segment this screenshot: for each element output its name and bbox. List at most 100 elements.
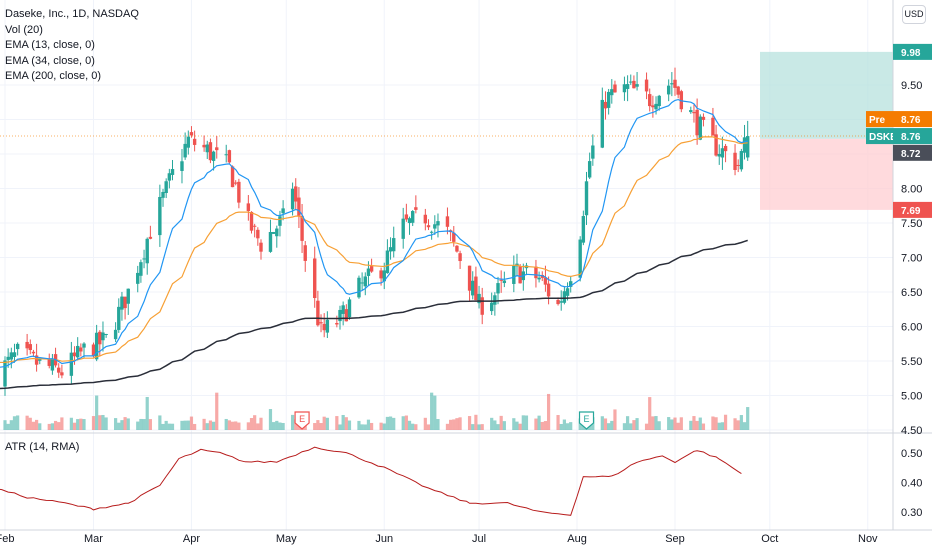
- candle-body: [739, 151, 744, 170]
- volume-bar: [224, 418, 228, 430]
- candle-body: [452, 232, 456, 242]
- volume-bar: [632, 420, 636, 430]
- candle-body: [600, 99, 605, 148]
- volume-bar: [452, 419, 456, 430]
- candle-body: [489, 302, 494, 312]
- volume-bar: [158, 415, 162, 430]
- candle-body: [723, 145, 728, 152]
- time-tick-label: Apr: [183, 533, 200, 545]
- volume-bar: [404, 415, 408, 430]
- volume-bar: [142, 419, 146, 430]
- candle-body: [426, 225, 431, 228]
- candle-body: [75, 345, 80, 358]
- candle: [610, 79, 614, 104]
- candle-body: [610, 89, 614, 96]
- volume-bar: [392, 417, 396, 430]
- time-tick-label: May: [276, 533, 297, 545]
- candle: [117, 298, 121, 333]
- volume-bar: [480, 424, 484, 430]
- candle-body: [410, 211, 415, 223]
- candle-body: [170, 169, 175, 175]
- candle: [711, 107, 715, 136]
- volume-bar: [455, 418, 459, 430]
- candle: [237, 178, 241, 209]
- volume-bar: [537, 415, 541, 430]
- candle-body: [79, 347, 83, 352]
- candle: [189, 126, 194, 138]
- candle-body: [256, 229, 260, 239]
- candle: [230, 165, 235, 188]
- atr-legend[interactable]: ATR (14, RMA): [5, 441, 80, 453]
- candle-body: [493, 295, 497, 305]
- candle: [126, 288, 130, 315]
- candle-body: [347, 299, 352, 318]
- volume-bar: [319, 423, 323, 430]
- currency-button[interactable]: USD: [902, 5, 926, 24]
- volume-bar: [512, 418, 516, 430]
- volume-bar: [679, 417, 683, 430]
- volume-bar: [114, 418, 118, 430]
- candle-body: [341, 305, 345, 314]
- volume-bar: [534, 418, 538, 430]
- volume-bar: [164, 420, 168, 430]
- candle: [57, 363, 61, 378]
- candle: [202, 135, 206, 152]
- volume-bar: [610, 420, 614, 430]
- candle-body: [714, 134, 718, 156]
- legend-ema13[interactable]: EMA (13, close, 0): [5, 39, 95, 51]
- candle-body: [313, 258, 317, 299]
- candle: [606, 88, 611, 115]
- candle: [591, 134, 595, 166]
- volume-bar: [742, 422, 747, 430]
- legend-ema200[interactable]: EMA (200, close, 0): [5, 70, 101, 82]
- volume-bar: [101, 414, 105, 430]
- candle-body: [543, 277, 548, 285]
- candle: [50, 353, 55, 375]
- candle: [360, 272, 364, 291]
- candle: [148, 225, 153, 240]
- earnings-marker[interactable]: E: [294, 411, 310, 430]
- candle: [139, 259, 143, 283]
- candle-body: [325, 319, 330, 333]
- candle: [338, 305, 342, 330]
- candle: [256, 227, 260, 246]
- volume-bar: [458, 417, 462, 430]
- candle-body: [657, 95, 661, 107]
- volume-bar: [515, 421, 519, 430]
- volume-bar: [183, 420, 187, 430]
- candle-body: [31, 351, 36, 354]
- candle: [142, 249, 146, 269]
- chart-title[interactable]: Daseke, Inc., 1D, NASDAQ: [5, 8, 139, 20]
- volume-bar: [35, 419, 39, 430]
- candle: [392, 226, 396, 258]
- candle-body: [82, 343, 86, 348]
- volume-bar: [344, 417, 348, 430]
- candle: [603, 91, 608, 120]
- candle-body: [496, 283, 500, 294]
- volume-bar: [698, 417, 702, 430]
- last-price-tag-bg: [893, 128, 932, 145]
- candle-body: [259, 242, 263, 252]
- pre-tag-label-bg: [866, 111, 893, 128]
- candle-body: [192, 138, 197, 145]
- earnings-marker[interactable]: E: [578, 411, 595, 430]
- volume-bar: [477, 424, 481, 430]
- candle-body: [745, 136, 750, 158]
- volume-bar: [91, 416, 96, 430]
- legend-vol[interactable]: Vol (20): [5, 23, 43, 36]
- candle: [584, 171, 589, 225]
- candle: [474, 266, 478, 301]
- volume-bar: [714, 417, 718, 430]
- candle-body: [648, 94, 652, 107]
- volume-bar: [256, 423, 260, 430]
- candle-body: [518, 266, 522, 284]
- candle-body: [471, 280, 475, 296]
- candle-body: [25, 341, 29, 349]
- candle-body: [369, 266, 374, 272]
- candle: [186, 130, 191, 155]
- candle: [120, 291, 124, 321]
- legend-ema34[interactable]: EMA (34, close, 0): [5, 54, 95, 67]
- candle-body: [534, 266, 538, 279]
